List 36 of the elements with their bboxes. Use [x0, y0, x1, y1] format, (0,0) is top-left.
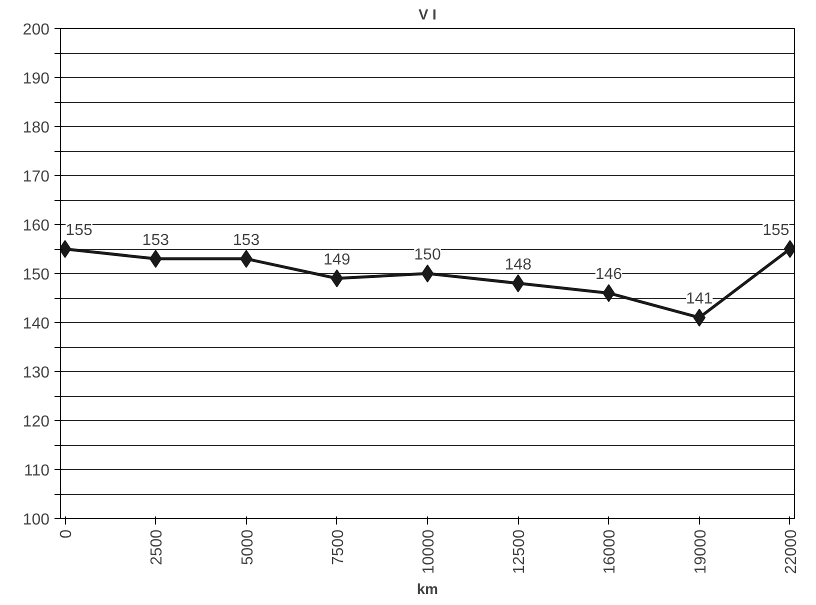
y-tick-label: 150	[22, 266, 50, 284]
point	[512, 274, 524, 292]
point	[693, 308, 706, 327]
data-label: 150	[414, 246, 441, 264]
data-label: 153	[142, 232, 170, 249]
y-tick-label: 160	[22, 218, 50, 234]
x-axis-title: km	[416, 582, 438, 598]
data-label: 148	[504, 256, 532, 274]
x-tick-label: 0	[58, 529, 76, 538]
x-tick-label: 19000	[692, 529, 710, 574]
data-label: 149	[324, 251, 350, 268]
y-tick-label: 180	[22, 120, 50, 136]
x-tick-label: 7500	[330, 529, 347, 566]
x-tick-label: 12500	[511, 529, 528, 574]
y-tick-label: 170	[22, 168, 50, 186]
y-tick-label: 130	[22, 364, 50, 382]
y-tick-label: 110	[24, 462, 50, 480]
x-tick-label: 5000	[239, 529, 256, 566]
x-tick-label: 2500	[148, 529, 166, 566]
data-label: 146	[595, 266, 622, 284]
point	[330, 269, 344, 288]
point	[421, 264, 434, 282]
x-tick-label: 16000	[602, 529, 619, 574]
y-tick-label: 100	[22, 512, 50, 528]
x-tick-label: 10000	[420, 529, 438, 574]
x-tick-label: 22000	[782, 529, 800, 574]
y-tick-label: 120	[22, 414, 50, 430]
y-tick-label: 190	[22, 70, 50, 88]
data-label: 155	[66, 222, 92, 239]
y-tick-label: 140	[22, 316, 50, 332]
y-tick-label: 200	[22, 22, 50, 38]
data-label: 155	[762, 222, 790, 239]
point	[149, 250, 162, 268]
chart-title: V I	[418, 8, 436, 24]
data-label: 141	[686, 290, 713, 308]
data-label: 153	[232, 232, 260, 249]
